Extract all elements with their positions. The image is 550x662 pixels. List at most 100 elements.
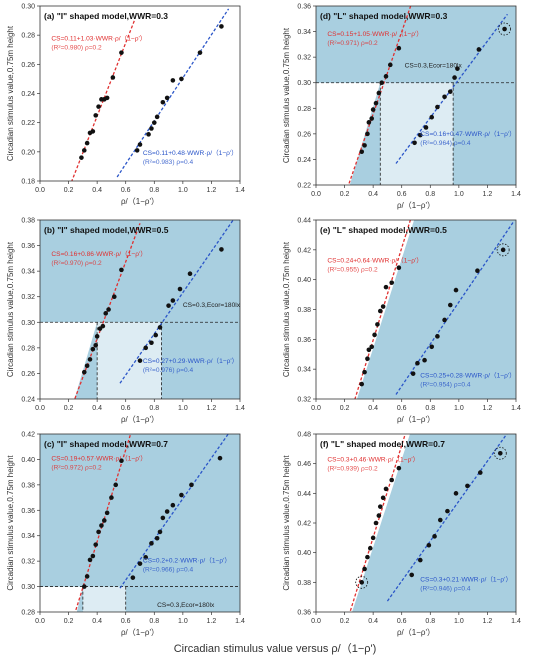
x-tick-label: 0.2 [64, 187, 74, 194]
panel-5: 0.0 0.2 0.4 0.6 0.8 1.0 1.2 1.4 0.36 0.38 0.40 0.42… [282, 432, 521, 638]
y-tick-label: 0.32 [21, 294, 35, 301]
plot-frame [315, 5, 517, 186]
data-point-blue-4 [151, 120, 157, 125]
x-tick-label: 1.0 [454, 191, 464, 198]
data-point-blue-4 [435, 334, 440, 339]
panel-title: (e) "L" shaped model,WWR=0.5 [320, 225, 447, 235]
data-point-red-8 [103, 311, 109, 316]
data-point-red-7 [100, 323, 106, 329]
x-tick-label: 1.0 [454, 405, 464, 412]
data-point-blue-0 [410, 371, 416, 376]
data-point-blue-0 [137, 358, 143, 363]
y-tick-label: 0.26 [21, 62, 35, 69]
data-point-blue-9 [497, 450, 503, 456]
data-point-red-10 [389, 477, 395, 483]
data-point-red-4 [369, 116, 375, 121]
data-point-blue-6 [160, 515, 166, 521]
data-point-red-6 [375, 322, 380, 327]
data-point-blue-5 [157, 529, 163, 535]
data-point-red-9 [104, 95, 110, 101]
y-tick-label: 0.30 [21, 584, 35, 591]
data-point-red-5 [370, 107, 376, 112]
x-tick-label: 0.0 [35, 187, 45, 194]
x-tick-label: 0.4 [368, 191, 378, 198]
data-point-blue-11 [217, 455, 223, 461]
annotation-red-0: CS=0.24+0.64·WWR·ρ/（1−ρ'） [327, 257, 422, 265]
compliant-region [380, 82, 454, 185]
x-axis-label: ρ/（1−ρ'） [121, 415, 159, 424]
below-threshold-region [40, 586, 83, 612]
y-axis-label: Circadian stimulus value,0.75m height [282, 241, 291, 377]
plot-background [40, 6, 240, 181]
plot-frame [39, 219, 241, 400]
x-tick-label: 0.8 [425, 405, 435, 412]
x-tick-label: 0.0 [311, 405, 321, 412]
y-tick-label: 0.32 [21, 559, 35, 566]
x-tick-label: 1.4 [511, 405, 521, 412]
fit-line-blue [119, 434, 230, 589]
below-threshold-region [40, 322, 98, 399]
x-tick-label: 1.2 [483, 191, 493, 198]
data-point-red-2 [365, 131, 370, 137]
data-point-red-10 [111, 294, 117, 300]
data-point-blue-10 [197, 50, 203, 55]
data-point-blue-5 [166, 303, 171, 308]
data-point-blue-2 [422, 357, 427, 363]
annotation-red-1: (R²=0.955) ρ=0.2 [327, 267, 378, 274]
panel-3: 0.0 0.2 0.4 0.6 0.8 1.0 1.2 1.4 0.22 0.24 0.26 0.28… [282, 4, 521, 211]
data-point-red-11 [396, 265, 402, 271]
data-point-red-8 [104, 510, 110, 516]
x-tick-label: 0.6 [397, 191, 407, 198]
x-axis-label: ρ/（1−ρ'） [397, 628, 435, 637]
y-axis-label: Circadian stimulus value,0.75m height [6, 25, 15, 161]
data-point-blue-8 [170, 78, 176, 83]
data-point-blue-7 [465, 483, 470, 489]
annotation-red-0: CS=0.15+1.05·WWR·ρ/（1−ρ'） [327, 30, 422, 38]
y-tick-label: 0.42 [297, 247, 311, 254]
data-point-red-4 [90, 129, 96, 134]
annotation-blue-0: CS=0.25+0.28·WWR·ρ/（1−ρ'） [420, 371, 515, 379]
white-region [316, 220, 415, 399]
x-tick-label: 0.8 [149, 618, 159, 625]
data-point-blue-4 [435, 104, 440, 110]
data-point-blue-4 [437, 517, 443, 523]
data-point-blue-6 [453, 491, 459, 496]
data-point-blue-2 [146, 132, 151, 137]
data-point-blue-6 [447, 302, 453, 308]
y-tick-label: 0.38 [21, 218, 35, 225]
plot-area [316, 220, 514, 399]
y-tick-label: 0.18 [21, 179, 35, 186]
y-tick-label: 0.38 [297, 307, 311, 314]
x-tick-label: 1.2 [207, 618, 217, 625]
compliant-region [97, 322, 162, 399]
panel-0: 0.0 0.2 0.4 0.6 0.8 1.0 1.2 1.4 0.18 0.20 0.22 0.24… [6, 4, 245, 207]
x-tick-label: 0.6 [397, 405, 407, 412]
annotation-blue-0: CS=0.27+0.29·WWR·ρ/（1−ρ'） [143, 357, 238, 365]
data-point-blue-11 [219, 24, 224, 29]
data-point-blue-1 [137, 561, 143, 566]
plot-area [40, 220, 240, 399]
y-tick-label: 0.42 [21, 432, 35, 439]
circled-point-0 [498, 22, 511, 36]
data-point-blue-10 [502, 26, 507, 32]
x-tick-label: 0.4 [92, 618, 102, 625]
x-tick-label: 1.0 [178, 405, 188, 412]
data-point-red-3 [366, 347, 372, 353]
data-point-red-3 [90, 553, 96, 559]
x-tick-label: 0.2 [340, 405, 350, 412]
x-tick-label: 1.2 [483, 405, 493, 412]
data-point-red-4 [93, 542, 99, 547]
data-point-blue-7 [453, 287, 459, 293]
fit-line-blue [395, 13, 508, 164]
data-point-red-10 [113, 482, 119, 488]
data-point-red-0 [359, 381, 365, 387]
data-point-red-1 [362, 143, 367, 148]
annotation-black-0: CS=0.3,Ecor=180lx [405, 62, 463, 69]
annotation-red-1: (R²=0.970) ρ=0.2 [51, 260, 102, 267]
data-point-red-3 [367, 545, 373, 551]
data-point-red-11 [119, 50, 124, 55]
fit-line-blue [119, 220, 234, 384]
x-axis-label: ρ/（1−ρ'） [397, 415, 435, 424]
data-point-red-6 [376, 513, 382, 518]
data-point-blue-2 [423, 125, 429, 130]
